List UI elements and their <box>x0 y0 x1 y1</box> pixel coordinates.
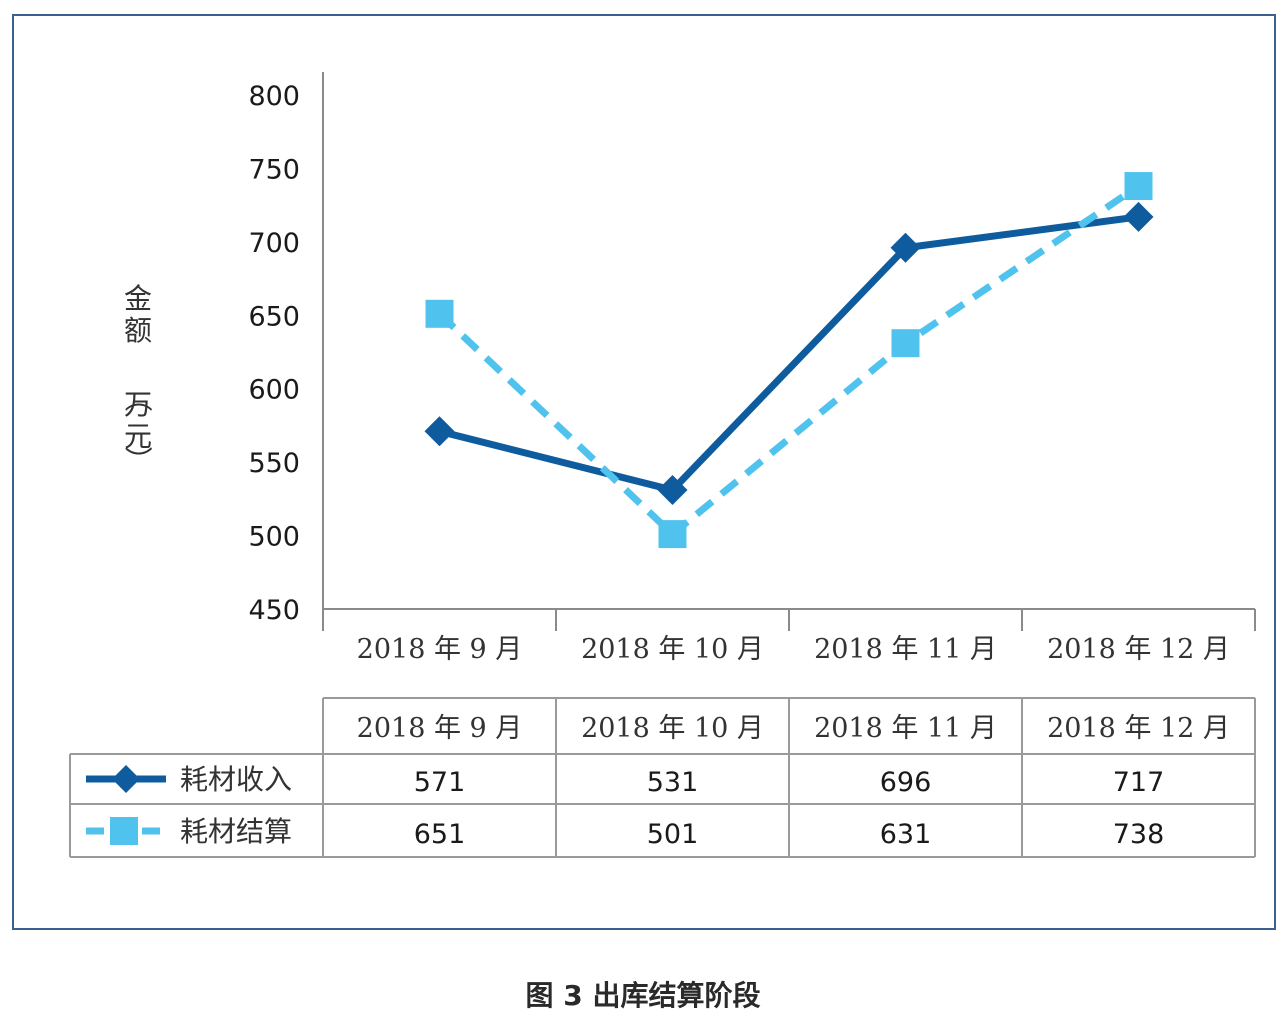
chart-frame <box>12 14 1276 930</box>
y-axis-label-4: 万 <box>124 388 152 421</box>
y-tick-label: 800 <box>248 81 300 112</box>
table-value-cell: 501 <box>647 819 699 850</box>
series-point-square <box>1124 172 1153 201</box>
table-header-cell: 2018 年 11 月 <box>814 713 997 744</box>
figure-caption: 图 3 出库结算阶段 <box>525 979 761 1012</box>
table-value-cell: 738 <box>1113 819 1165 850</box>
series-point-diamond <box>424 416 455 447</box>
y-axis-label-3: （ <box>121 384 154 412</box>
y-tick-label: 600 <box>248 375 300 406</box>
y-tick-label: 700 <box>248 228 300 259</box>
legend-label: 耗材结算 <box>180 815 292 848</box>
y-tick-label: 500 <box>248 522 300 553</box>
x-tick-label: 2018 年 11 月 <box>814 634 997 665</box>
series-point-square <box>425 299 454 328</box>
y-axis-label-5: 元 <box>124 420 152 453</box>
table-value-cell: 531 <box>647 767 699 798</box>
legend-key-square <box>110 817 138 845</box>
series-point-square <box>658 520 687 549</box>
series-point-diamond <box>657 475 688 506</box>
y-axis-label-2: 额 <box>124 314 152 347</box>
table-header-cell: 2018 年 10 月 <box>581 713 764 744</box>
series-line-1 <box>438 213 1139 494</box>
series-point-square <box>891 329 920 358</box>
y-tick-label: 550 <box>248 448 300 479</box>
y-tick-label: 750 <box>248 154 300 185</box>
legend-key-diamond <box>112 765 140 793</box>
table-header-cell: 2018 年 12 月 <box>1047 713 1230 744</box>
table-value-cell: 717 <box>1113 767 1165 798</box>
y-axis-label-1: 金 <box>124 282 152 315</box>
series-point-diamond <box>1123 201 1154 232</box>
table-value-cell: 696 <box>880 767 932 798</box>
table-header-cell: 2018 年 9 月 <box>357 713 523 744</box>
series-point-diamond <box>890 232 921 263</box>
x-tick-label: 2018 年 10 月 <box>581 634 764 665</box>
y-tick-label: 450 <box>248 595 300 626</box>
series-line-2 <box>437 183 1141 538</box>
x-tick-label: 2018 年 12 月 <box>1047 634 1230 665</box>
table-value-cell: 631 <box>880 819 932 850</box>
y-tick-label: 650 <box>248 301 300 332</box>
x-tick-label: 2018 年 9 月 <box>357 634 523 665</box>
table-value-cell: 651 <box>414 819 466 850</box>
legend-label: 耗材收入 <box>180 763 292 796</box>
y-axis-label-6: ） <box>121 446 154 474</box>
table-value-cell: 571 <box>414 767 466 798</box>
